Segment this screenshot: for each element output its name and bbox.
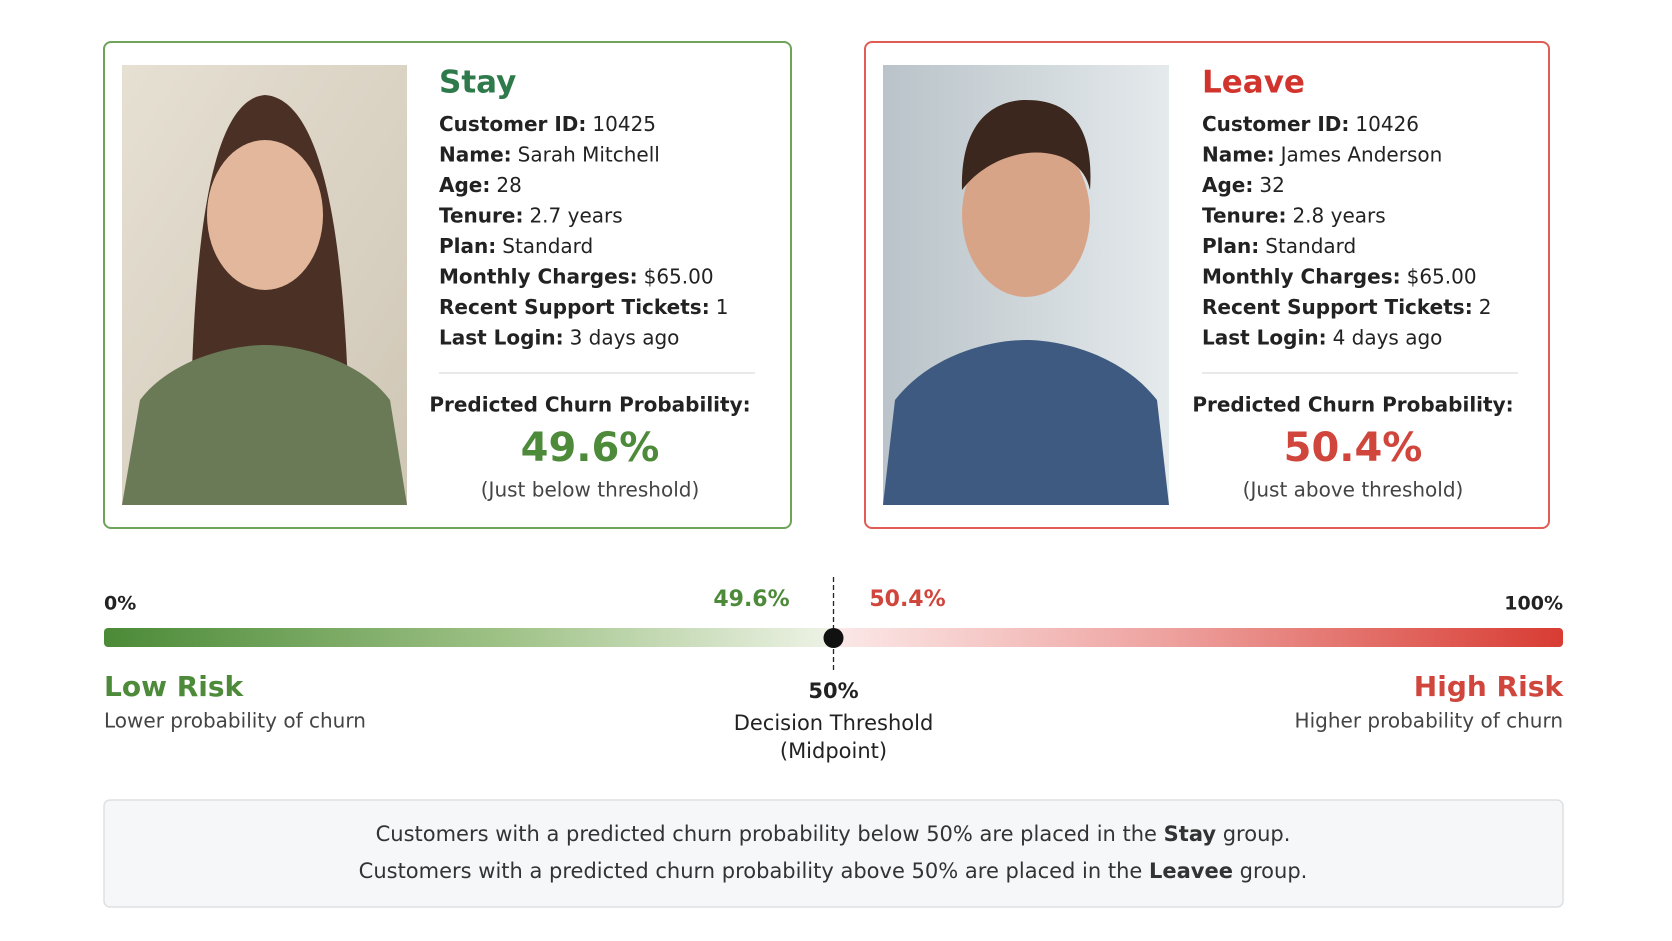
- footer-line: Customers with a predicted churn probabi…: [376, 822, 1291, 846]
- probability: 49.6%: [521, 425, 660, 471]
- threshold-label: 50%: [808, 679, 858, 703]
- field-value: 2.7 years: [529, 203, 622, 227]
- field: Last Login: 4 days ago: [1202, 325, 1442, 349]
- field-value: 10425: [592, 112, 656, 136]
- field-value: 4 days ago: [1333, 325, 1443, 349]
- churn-scale: 0% 100% 49.6% 50.4% 50% Decision Threshold (Mi…: [104, 577, 1564, 763]
- field-value: 28: [496, 173, 521, 197]
- threshold-dot: [823, 628, 844, 648]
- field: Recent Support Tickets: 1: [439, 295, 728, 319]
- high-bar: [833, 628, 1563, 647]
- field-value: 3 days ago: [570, 325, 680, 349]
- field-label: Customer ID:: [1202, 112, 1349, 136]
- card-title: Leave: [1202, 65, 1305, 101]
- field: Tenure: 2.7 years: [439, 203, 623, 227]
- field-label: Monthly Charges:: [439, 264, 638, 288]
- stay-photo: [122, 65, 407, 505]
- field: Plan: Standard: [1202, 234, 1356, 258]
- min-label: 0%: [104, 593, 136, 615]
- field: Monthly Charges: $65.00: [1202, 264, 1477, 288]
- field-value: 1: [716, 295, 729, 319]
- footer-line: Customers with a predicted churn probabi…: [359, 859, 1308, 883]
- field-label: Last Login:: [1202, 325, 1327, 349]
- low-bar: [104, 628, 834, 647]
- field: Age: 32: [1202, 173, 1285, 197]
- footer-text: group.: [1233, 859, 1307, 883]
- field-label: Name:: [439, 142, 512, 166]
- field-value: James Anderson: [1279, 142, 1443, 166]
- field-value: Sarah Mitchell: [518, 142, 660, 166]
- threshold-subtitle: (Midpoint): [780, 739, 887, 763]
- field-label: Plan:: [1202, 234, 1259, 258]
- probability-label: Predicted Churn Probability:: [1192, 393, 1513, 417]
- field-value: $65.00: [644, 264, 714, 288]
- field-label: Age:: [1202, 173, 1253, 197]
- field: Plan: Standard: [439, 234, 593, 258]
- field-label: Tenure:: [1202, 203, 1286, 227]
- low-text: Lower probability of churn: [104, 709, 366, 733]
- field: Customer ID: 10426: [1202, 112, 1419, 136]
- footer-box: [103, 799, 1564, 908]
- field-value: $65.00: [1407, 264, 1477, 288]
- field: Age: 28: [439, 173, 522, 197]
- probability: 50.4%: [1284, 425, 1423, 471]
- low-title: Low Risk: [104, 670, 245, 703]
- field-label: Name:: [1202, 142, 1275, 166]
- leave-photo: [883, 65, 1169, 505]
- field-value: Standard: [1265, 234, 1356, 258]
- field: Tenure: 2.8 years: [1202, 203, 1386, 227]
- field-label: Age:: [439, 173, 490, 197]
- field-value: Standard: [502, 234, 593, 258]
- footer-text: Customers with a predicted churn probabi…: [376, 822, 1164, 846]
- field-value: 2: [1479, 295, 1492, 319]
- footer: Customers with a predicted churn probabi…: [359, 822, 1308, 883]
- field-label: Customer ID:: [439, 112, 586, 136]
- threshold-title: Decision Threshold: [734, 711, 934, 735]
- footer-text: group.: [1216, 822, 1290, 846]
- probability-note: (Just below threshold): [481, 478, 700, 502]
- marker-label: 50.4%: [869, 587, 945, 612]
- footer-text: Customers with a predicted churn probabi…: [359, 859, 1149, 883]
- high-text: Higher probability of churn: [1295, 709, 1563, 733]
- card-title: Stay: [439, 65, 516, 101]
- field-label: Recent Support Tickets:: [439, 295, 710, 319]
- field-label: Recent Support Tickets:: [1202, 295, 1473, 319]
- marker-label: 49.6%: [713, 587, 789, 612]
- field: Recent Support Tickets: 2: [1202, 295, 1491, 319]
- probability-label: Predicted Churn Probability:: [429, 393, 750, 417]
- field-value: 32: [1259, 173, 1284, 197]
- footer-bold: Stay: [1164, 822, 1217, 846]
- field: Last Login: 3 days ago: [439, 325, 679, 349]
- field: Name: James Anderson: [1202, 142, 1442, 166]
- field: Customer ID: 10425: [439, 112, 656, 136]
- probability-note: (Just above threshold): [1243, 478, 1464, 502]
- high-title: High Risk: [1414, 670, 1565, 703]
- field-label: Last Login:: [439, 325, 564, 349]
- footer-bold: Leavee: [1149, 859, 1233, 883]
- field-value: 10426: [1355, 112, 1419, 136]
- field: Name: Sarah Mitchell: [439, 142, 660, 166]
- field-label: Tenure:: [439, 203, 523, 227]
- field-value: 2.8 years: [1292, 203, 1385, 227]
- field-label: Plan:: [439, 234, 496, 258]
- max-label: 100%: [1504, 593, 1563, 615]
- field-label: Monthly Charges:: [1202, 264, 1401, 288]
- field: Monthly Charges: $65.00: [439, 264, 714, 288]
